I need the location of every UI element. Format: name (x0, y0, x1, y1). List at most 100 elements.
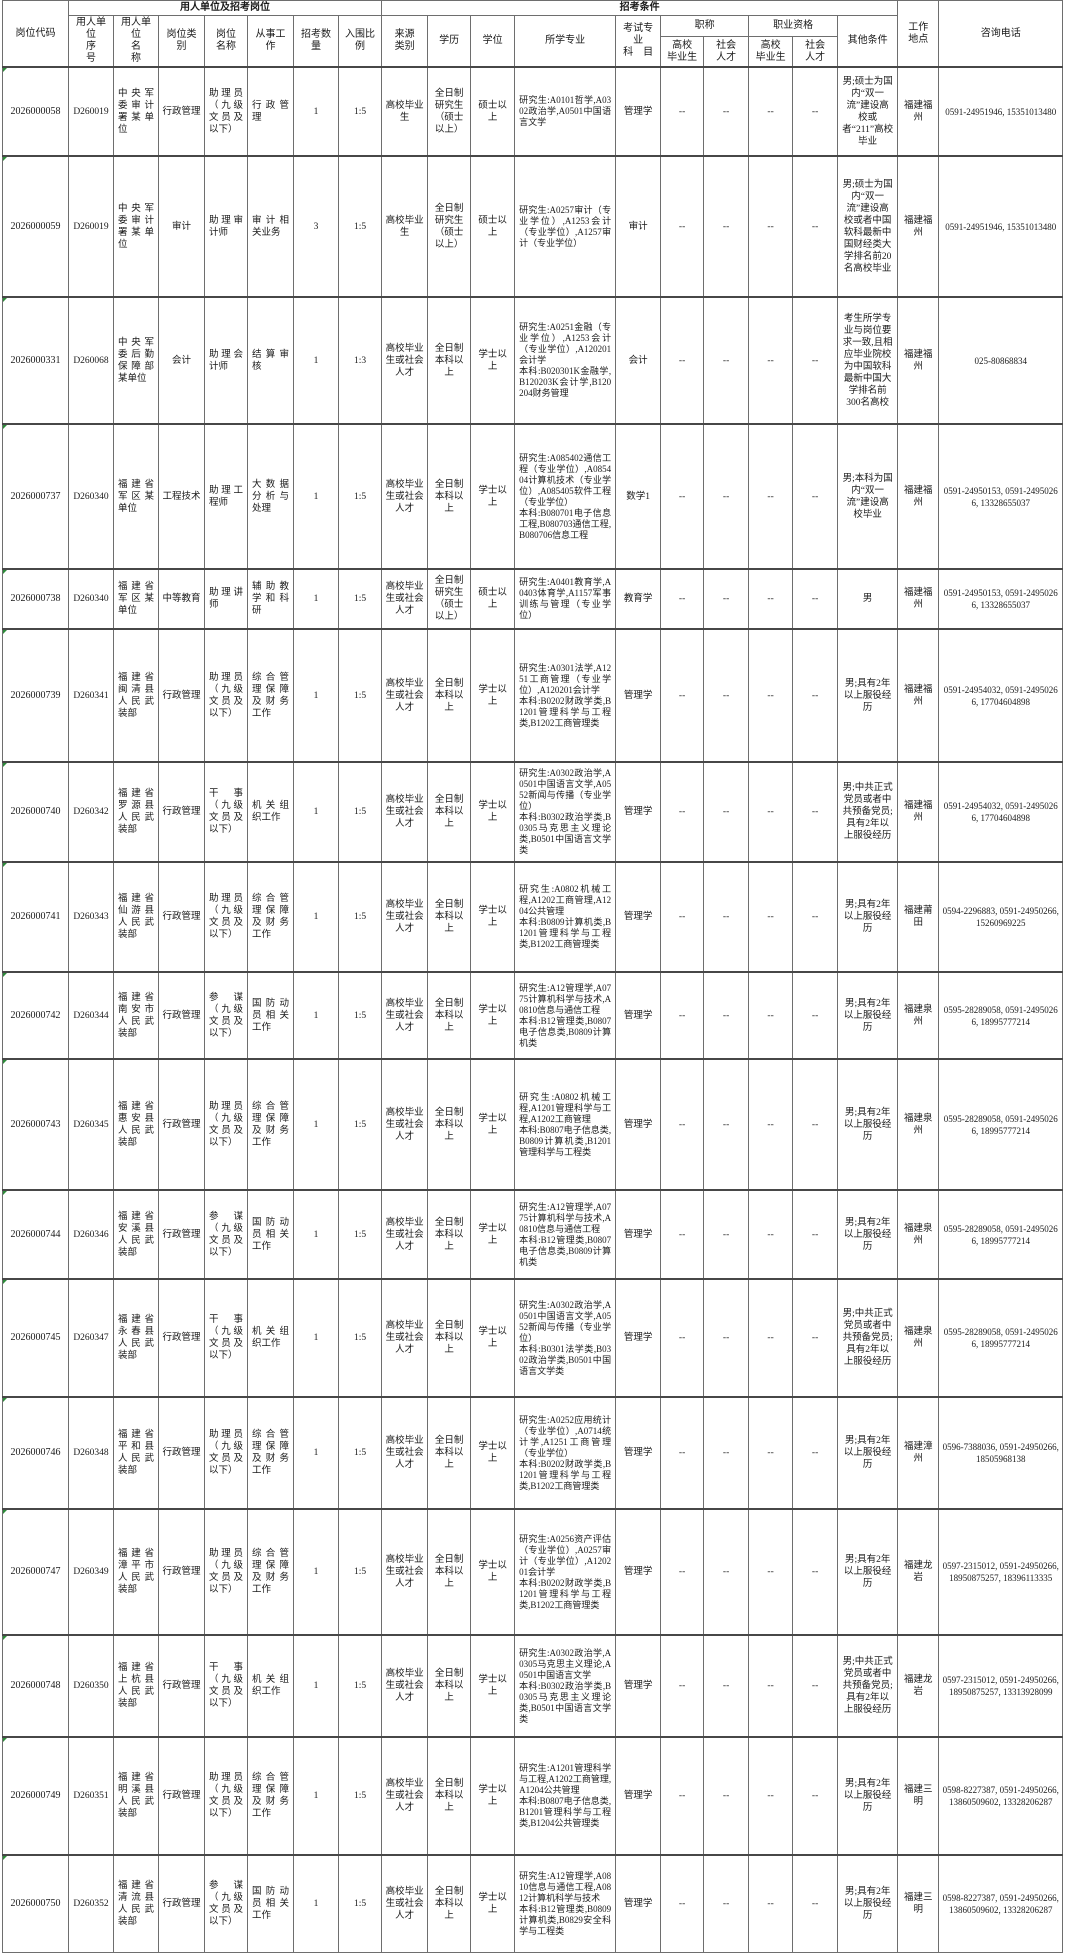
cell-job-code: 2026000331 (2, 296, 69, 425)
cell-post-name: 干事（九级文员及以下） (204, 1278, 248, 1398)
cell-recruit-count: 1 (293, 861, 339, 973)
cell-phone: 0591-24951946, 15351013480 (938, 155, 1064, 298)
cell-recruit-count: 1 (293, 1736, 339, 1856)
cell-other-conditions: 男;中共正式党员或者中共预备党员;具有2年以上服役经历 (837, 1278, 899, 1398)
cell-post-category: 行政管理 (158, 761, 205, 863)
table-row: 2026000750 D260352 福建省清流县人民武装部 行政管理 参谋（九级文员及… (2, 1854, 1064, 1953)
cell-post-name: 参谋（九级文员及以下） (204, 1854, 248, 1953)
cell-shortlist-ratio: 1:5 (337, 1736, 383, 1856)
col-header-work-duty: 从事工作 (247, 15, 294, 68)
cell-work-duty: 综合管理保障及财务工作 (247, 1396, 294, 1510)
table-row: 2026000748 D260350 福建省上杭县人民武装部 行政管理 干事（九级文员及… (2, 1634, 1064, 1738)
cell-post-category: 行政管理 (158, 861, 205, 973)
cell-post-category: 行政管理 (158, 1854, 205, 1953)
cell-source-type: 高校毕业生或社会人才 (381, 568, 429, 630)
cell-source-type: 高校毕业生或社会人才 (381, 1396, 429, 1510)
cell-work-location: 福建泉州 (897, 1278, 940, 1398)
cell-majors: 研究生:A0302政治学,A0501中国语言文学,A0552新闻与传播（专业学位… (514, 761, 617, 863)
cell-education: 全日制本科以上 (427, 1396, 472, 1510)
cell-unit-name: 福建省安溪县人民武装部 (113, 1189, 159, 1280)
cell-education: 全日制本科以上 (427, 296, 472, 425)
cell-qual-grad: -- (748, 66, 794, 157)
cell-source-type: 高校毕业生或社会人才 (381, 1189, 429, 1280)
cell-unit-seq: D260344 (68, 971, 114, 1060)
cell-recruit-count: 1 (293, 1854, 339, 1953)
cell-unit-seq: D260340 (68, 568, 114, 630)
cell-degree: 学士以上 (470, 971, 516, 1060)
col-header-job-code: 岗位代码 (2, 0, 69, 68)
cell-education: 全日制研究生（硕士以上） (427, 66, 472, 157)
cell-title-grad: -- (660, 761, 705, 863)
cell-shortlist-ratio: 1:5 (337, 1854, 383, 1953)
cell-degree: 学士以上 (470, 761, 516, 863)
cell-post-name: 干事（九级文员及以下） (204, 761, 248, 863)
cell-unit-seq: D260348 (68, 1396, 114, 1510)
cell-job-code: 2026000058 (2, 66, 69, 157)
cell-education: 全日制本科以上 (427, 861, 472, 973)
cell-other-conditions: 男;具有2年以上服役经历 (837, 861, 899, 973)
cell-title-social: -- (703, 296, 750, 425)
cell-post-name: 助理员（九级文员及以下） (204, 66, 248, 157)
cell-shortlist-ratio: 1:5 (337, 1396, 383, 1510)
col-header-post-name: 岗位 名称 (204, 15, 248, 68)
cell-qual-social: -- (792, 568, 839, 630)
cell-title-social: -- (703, 971, 750, 1060)
cell-work-duty: 审计相关业务 (247, 155, 294, 298)
cell-work-location: 福建莆田 (897, 861, 940, 973)
cell-title-grad: -- (660, 1634, 705, 1738)
cell-phone: 0596-7388036, 0591-24950266, 18505968138 (938, 1396, 1064, 1510)
cell-education: 全日制本科以上 (427, 1189, 472, 1280)
cell-job-code: 2026000750 (2, 1854, 69, 1953)
cell-title-grad: -- (660, 1508, 705, 1636)
cell-title-grad: -- (660, 1189, 705, 1280)
cell-shortlist-ratio: 1:5 (337, 971, 383, 1060)
cell-recruit-count: 1 (293, 1189, 339, 1280)
cell-majors: 研究生:A0251金融（专业学位）,A1253会计（专业学位）,A120201会… (514, 296, 617, 425)
cell-qual-grad: -- (748, 1634, 794, 1738)
cell-post-name: 助理员（九级文员及以下） (204, 1736, 248, 1856)
table-row: 2026000749 D260351 福建省明溪县人民武装部 行政管理 助理员（九级文员… (2, 1736, 1064, 1856)
cell-other-conditions: 男;本科为国内“双一流”建设高校毕业 (837, 423, 899, 570)
col-header-post-category: 岗位类别 (158, 15, 205, 68)
cell-phone: 0594-2296883, 0591-24950266, 15260969225 (938, 861, 1064, 973)
cell-recruit-count: 1 (293, 1396, 339, 1510)
cell-exam-subject: 管理学 (615, 861, 662, 973)
header-row-3: 高校 毕业生 社会 人才 高校 毕业生 社会 人才 (3, 36, 1063, 68)
cell-unit-seq: D260345 (68, 1058, 114, 1191)
cell-title-social: -- (703, 1508, 750, 1636)
cell-degree: 学士以上 (470, 1508, 516, 1636)
cell-majors: 研究生:A0257审计（专业学位）,A1253会计（专业学位）,A1257审计（… (514, 155, 617, 298)
cell-majors: 研究生:A0802机械工程,A1202工商管理,A1204公共管理 本科:B08… (514, 861, 617, 973)
cell-phone: 0595-28289058, 0591-24950266, 1899577721… (938, 1278, 1064, 1398)
cell-work-location: 福建福州 (897, 423, 940, 570)
cell-degree: 学士以上 (470, 1189, 516, 1280)
cell-degree: 学士以上 (470, 296, 516, 425)
cell-qual-social: -- (792, 1278, 839, 1398)
cell-shortlist-ratio: 1:3 (337, 296, 383, 425)
cell-education: 全日制本科以上 (427, 1278, 472, 1398)
cell-work-duty: 机关组织工作 (247, 1634, 294, 1738)
cell-other-conditions: 男;具有2年以上服役经历 (837, 1396, 899, 1510)
cell-work-duty: 机关组织工作 (247, 1278, 294, 1398)
cell-phone: 0591-24950153, 0591-24950266, 1332865503… (938, 568, 1064, 630)
cell-qual-grad: -- (748, 568, 794, 630)
col-header-unit-name: 用人单位 名 称 (113, 15, 159, 68)
cell-work-duty: 行政管理 (247, 66, 294, 157)
cell-work-duty: 辅助教学和科研 (247, 568, 294, 630)
cell-phone: 0597-2315012, 0591-24950266, 18950875257… (938, 1508, 1064, 1636)
cell-education: 全日制本科以上 (427, 1736, 472, 1856)
cell-degree: 学士以上 (470, 1736, 516, 1856)
cell-title-grad: -- (660, 1396, 705, 1510)
cell-qual-social: -- (792, 861, 839, 973)
cell-work-duty: 结算审核 (247, 296, 294, 425)
cell-source-type: 高校毕业生或社会人才 (381, 1736, 429, 1856)
cell-work-location: 福建漳州 (897, 1396, 940, 1510)
cell-recruit-count: 1 (293, 628, 339, 763)
table-row: 2026000746 D260348 福建省平和县人民武装部 行政管理 助理员（九级文员… (2, 1396, 1064, 1510)
col-header-other-conditions: 其他条件 (837, 15, 899, 68)
cell-title-social: -- (703, 1634, 750, 1738)
cell-majors: 研究生:A0252应用统计（专业学位）,A0714统计学,A1251工商管理（专… (514, 1396, 617, 1510)
cell-source-type: 高校毕业生或社会人才 (381, 761, 429, 863)
cell-work-location: 福建龙岩 (897, 1634, 940, 1738)
